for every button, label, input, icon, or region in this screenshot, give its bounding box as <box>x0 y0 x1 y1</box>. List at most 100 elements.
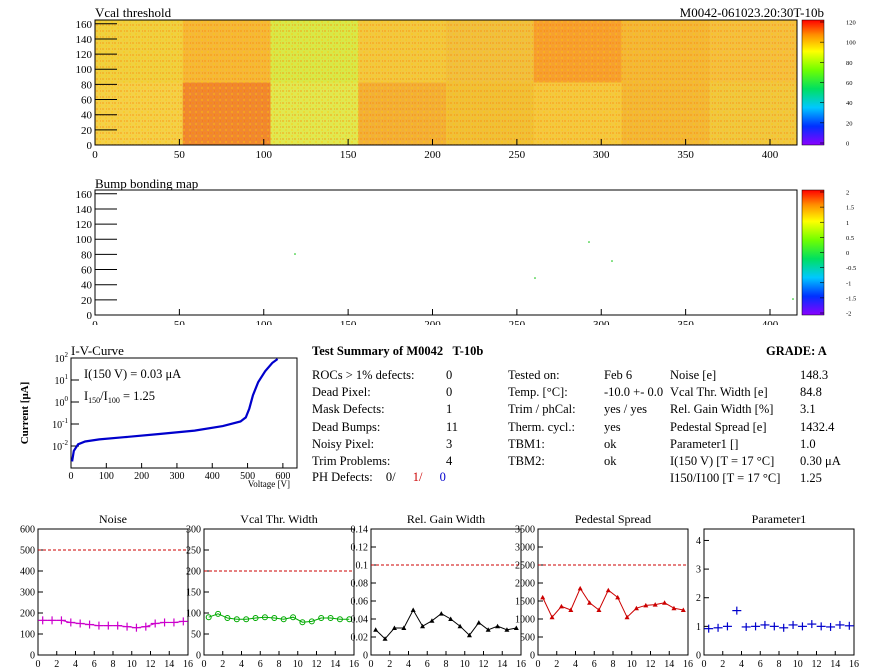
summary-chart-title: Pedestal Spread <box>575 512 651 526</box>
summary-chart-title: Noise <box>99 512 127 526</box>
y-tick-label: 100 <box>20 630 35 641</box>
data-point <box>233 616 240 623</box>
data-point <box>299 619 306 626</box>
y-tick-label: 250 <box>186 546 201 557</box>
iv-curve-line <box>71 358 279 462</box>
x-tick-label: 4 <box>406 659 411 670</box>
data-point <box>327 615 334 622</box>
x-tick-label: 14 <box>330 659 340 670</box>
y-tick-label: 100 <box>76 64 93 76</box>
iv-x-tick: 100 <box>99 471 114 482</box>
iv-x-tick: 0 <box>69 471 74 482</box>
y-tick-label: 20 <box>81 125 93 137</box>
x-tick-label: 2 <box>387 659 392 670</box>
summary-mid-label: TBM2: <box>508 454 545 468</box>
data-point <box>577 585 583 591</box>
x-tick-label: 250 <box>509 149 526 161</box>
data-point <box>680 607 686 612</box>
x-tick-label: 8 <box>611 659 616 670</box>
x-tick-label: 6 <box>758 659 763 670</box>
data-point <box>308 618 315 625</box>
x-tick-label: 50 <box>174 149 186 161</box>
data-point <box>457 623 463 629</box>
y-tick-label: 500 <box>20 546 35 557</box>
x-tick-label: 16 <box>183 659 193 670</box>
y-tick-label: 0 <box>363 651 368 662</box>
palette-tick-label: -1.5 <box>846 295 856 302</box>
x-tick-label: 0 <box>92 319 98 325</box>
iv-y-tick: 10-1 <box>52 417 68 431</box>
iv-curve-panel: I-V-Curve 0 100 200 300 400 500 600 10-2 10-1 100… <box>0 340 300 490</box>
summary-right-value: 148.3 <box>800 368 829 382</box>
data-point <box>816 622 826 631</box>
iv-y-tick: 101 <box>55 373 69 387</box>
data-point <box>205 614 212 621</box>
data-point <box>38 616 48 625</box>
summary-left-value: 1 <box>446 402 453 417</box>
module-id-label: M0042-061023.20:30T-10b <box>679 5 824 20</box>
y-tick-label: 20 <box>81 295 93 307</box>
y-tick-label: 0.08 <box>351 579 369 590</box>
data-point <box>438 611 444 616</box>
x-tick-label: 4 <box>573 659 578 670</box>
x-tick-label: 50 <box>174 319 186 325</box>
x-tick-label: 0 <box>536 659 541 670</box>
x-tick-label: 250 <box>509 319 526 325</box>
data-point <box>844 621 854 630</box>
data-point <box>103 621 113 630</box>
summary-right-value: 3.1 <box>800 402 816 417</box>
summary-left-value: 11 <box>446 419 459 434</box>
data-point <box>485 627 491 632</box>
y-tick-label: 0 <box>87 140 93 152</box>
data-point <box>252 615 259 622</box>
y-tick-label: 150 <box>186 588 201 599</box>
x-tick-label: 2 <box>720 659 725 670</box>
data-point <box>280 616 287 623</box>
data-point <box>835 620 845 629</box>
palette-tick-label: 2 <box>846 190 849 197</box>
summary-left-label: ROCs > 1% defects: <box>312 368 415 382</box>
y-tick-label: 2 <box>696 593 701 604</box>
data-point <box>741 622 751 631</box>
data-point <box>760 620 770 629</box>
x-tick-label: 14 <box>830 659 840 670</box>
data-point <box>243 616 250 623</box>
y-tick-label: 2500 <box>515 561 535 572</box>
y-tick-label: 200 <box>186 567 201 578</box>
data-point <box>624 614 630 620</box>
data-point <box>113 621 123 630</box>
palette-tick-label: 0 <box>846 250 849 257</box>
data-point <box>596 607 602 612</box>
data-point <box>769 622 779 631</box>
data-point <box>788 620 798 629</box>
data-point <box>713 623 723 632</box>
summary-left-label: Dead Bumps: <box>312 419 381 434</box>
y-tick-label: 2000 <box>515 579 535 590</box>
x-tick-label: 350 <box>677 319 694 325</box>
y-tick-label: 60 <box>81 95 93 107</box>
data-point <box>797 622 807 631</box>
iv-svg: 0 100 200 300 400 500 600 10-2 10-1 100 101 102 Cur… <box>19 351 298 489</box>
x-tick-label: 16 <box>849 659 859 670</box>
summary-right-value: 1432.4 <box>800 419 835 434</box>
x-tick-label: 12 <box>646 659 656 670</box>
data-point <box>271 615 278 622</box>
x-tick-label: 0 <box>702 659 707 670</box>
x-tick-label: 16 <box>516 659 526 670</box>
summary-left-label: Noisy Pixel: <box>312 436 375 451</box>
summary-mid-value: ok <box>604 436 617 451</box>
vcal-map-title: Vcal threshold <box>95 5 172 20</box>
summary-left-label: Mask Defects: <box>312 402 385 417</box>
x-tick-label: 0 <box>92 149 98 161</box>
iv-x-tick: 300 <box>169 471 184 482</box>
data-point <box>513 625 519 630</box>
summary-right-value: 84.8 <box>800 385 822 400</box>
x-tick-label: 350 <box>677 149 694 161</box>
y-tick-label: 100 <box>76 234 93 246</box>
y-tick-label: 80 <box>81 249 93 261</box>
y-tick-label: 60 <box>81 265 93 277</box>
palette-tick-label: -0.5 <box>846 265 856 272</box>
data-point <box>150 619 160 628</box>
y-tick-label: 3500 <box>515 525 535 536</box>
